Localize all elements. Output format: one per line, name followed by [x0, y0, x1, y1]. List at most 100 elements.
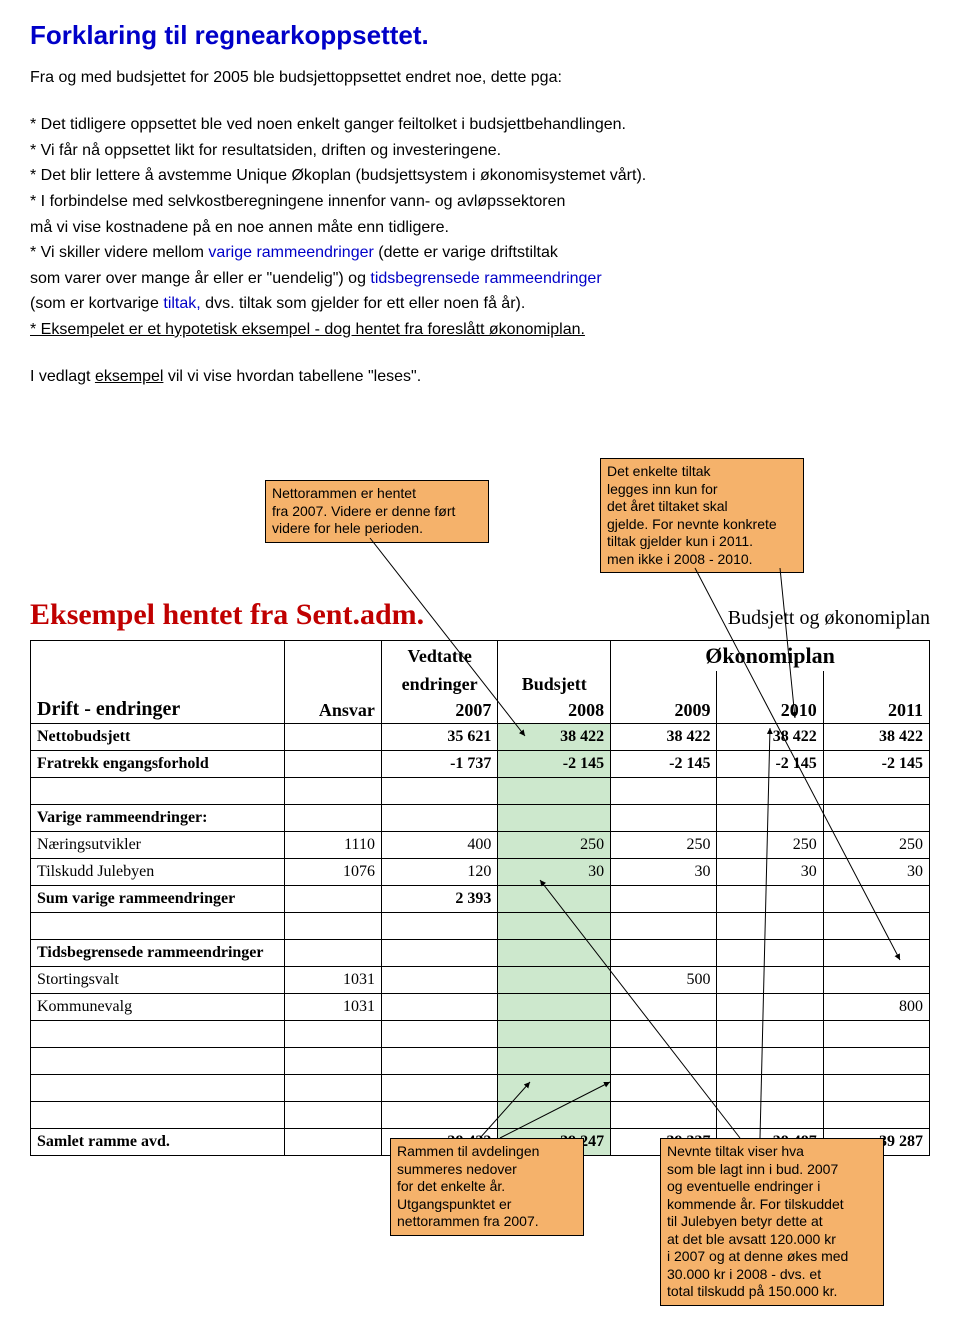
cell: 250	[717, 832, 823, 859]
text: * Vi skiller videre mellom	[30, 244, 208, 261]
cell: 250	[498, 832, 611, 859]
table-row	[31, 1102, 930, 1129]
budget-table: Drift - endringer Ansvar Vedtatte Økonom…	[30, 640, 930, 1156]
row-label: Tilskudd Julebyen	[31, 859, 285, 886]
table-row	[31, 1021, 930, 1048]
table-row	[31, 1075, 930, 1102]
note-text: Nettorammen er hentet fra 2007. Videre e…	[272, 485, 455, 536]
text: eksempel	[95, 368, 163, 385]
intro-bullet: * Vi får nå oppsettet likt for resultats…	[30, 140, 910, 162]
cell: -2 145	[498, 751, 611, 778]
note-text: Det enkelte tiltak legges inn kun for de…	[607, 463, 777, 567]
cell: 1031	[285, 967, 381, 994]
callout-note: Nettorammen er hentet fra 2007. Videre e…	[265, 480, 489, 543]
cell: 38 422	[611, 724, 717, 751]
intro-bullet: * Vi skiller videre mellom varige rammee…	[30, 242, 910, 264]
cell: 30	[611, 859, 717, 886]
note-text: Rammen til avdelingen summeres nedover f…	[397, 1143, 539, 1229]
cell: 1031	[285, 994, 381, 1021]
callout-note: Det enkelte tiltak legges inn kun for de…	[600, 458, 804, 573]
cell: 30	[498, 859, 611, 886]
section-header: Eksempel hentet fra Sent.adm. Budsjett o…	[30, 598, 930, 632]
intro-bullet: * Det blir lettere å avstemme Unique Øko…	[30, 165, 910, 187]
cell: 400	[381, 832, 497, 859]
table-header-row: Drift - endringer Ansvar Vedtatte Økonom…	[31, 641, 930, 672]
header-cell: Budsjett	[498, 671, 611, 697]
text: (som er kortvarige	[30, 295, 163, 312]
intro-bullet: må vi vise kostnadene på en noe annen må…	[30, 217, 910, 239]
cell: 250	[611, 832, 717, 859]
page-title: Forklaring til regnearkoppsettet.	[30, 20, 930, 51]
callout-note: Nevnte tiltak viser hva som ble lagt inn…	[660, 1138, 884, 1306]
header-cell: Økonomiplan	[611, 641, 930, 672]
cell: -1 737	[381, 751, 497, 778]
table-row: Tilskudd Julebyen 1076 120 30 30 30 30	[31, 859, 930, 886]
row-label: Samlet ramme avd.	[31, 1129, 285, 1156]
row-label: Stortingsvalt	[31, 967, 285, 994]
cell	[285, 724, 381, 751]
text: I vedlagt	[30, 368, 95, 385]
cell: 800	[823, 994, 929, 1021]
cell: 38 422	[823, 724, 929, 751]
table-row: Tidsbegrensede rammeendringer	[31, 940, 930, 967]
header-cell: Vedtatte	[381, 641, 497, 672]
text: vil vi vise hvordan tabellene "leses".	[163, 368, 421, 385]
header-cell: 2009	[611, 697, 717, 724]
text: (dette er varige driftstiltak	[374, 244, 558, 261]
table-row: Stortingsvalt 1031 500	[31, 967, 930, 994]
intro-line: Fra og med budsjettet for 2005 ble budsj…	[30, 67, 910, 89]
header-cell: 2007	[381, 697, 497, 724]
intro-bullet: * Eksempelet er et hypotetisk eksempel -…	[30, 319, 910, 341]
text: * Eksempelet er et hypotetisk eksempel -…	[30, 321, 585, 338]
note-text: Nevnte tiltak viser hva som ble lagt inn…	[667, 1143, 848, 1299]
text-highlight: tiltak,	[163, 295, 200, 312]
cell: -2 145	[717, 751, 823, 778]
cell: 120	[381, 859, 497, 886]
table-row: Kommunevalg 1031 800	[31, 994, 930, 1021]
row-label: Fratrekk engangsforhold	[31, 751, 285, 778]
cell: 30	[717, 859, 823, 886]
row-label: Kommunevalg	[31, 994, 285, 1021]
text: dvs. tiltak som gjelder for ett eller no…	[201, 295, 526, 312]
intro-bullet: (som er kortvarige tiltak, dvs. tiltak s…	[30, 293, 910, 315]
cell: -2 145	[823, 751, 929, 778]
row-label: Næringsutvikler	[31, 832, 285, 859]
intro-bullet: * Det tidligere oppsettet ble ved noen e…	[30, 114, 910, 136]
table-row: Varige rammeendringer:	[31, 805, 930, 832]
intro-bullet: som varer over mange år eller er "uendel…	[30, 268, 910, 290]
cell: 250	[823, 832, 929, 859]
row-label: Varige rammeendringer:	[31, 805, 285, 832]
cell: 1076	[285, 859, 381, 886]
cell: 30	[823, 859, 929, 886]
table-row: Næringsutvikler 1110 400 250 250 250 250	[31, 832, 930, 859]
cell: 500	[611, 967, 717, 994]
table-row: Nettobudsjett 35 621 38 422 38 422 38 42…	[31, 724, 930, 751]
cell: 38 422	[498, 724, 611, 751]
cell: 1110	[285, 832, 381, 859]
intro-text: Fra og med budsjettet for 2005 ble budsj…	[30, 67, 910, 388]
table-row	[31, 778, 930, 805]
section-subtitle: Budsjett og økonomiplan	[728, 607, 930, 630]
header-cell: endringer	[381, 671, 497, 697]
row-label: Sum varige rammeendringer	[31, 886, 285, 913]
cell: -2 145	[611, 751, 717, 778]
text-highlight: varige rammeendringer	[208, 244, 373, 261]
section-title: Eksempel hentet fra Sent.adm.	[30, 598, 424, 632]
header-cell: 2010	[717, 697, 823, 724]
document-page: Forklaring til regnearkoppsettet. Fra og…	[0, 0, 960, 1321]
text-highlight: tidsbegrensede rammeendringer	[370, 270, 601, 287]
table-row: Sum varige rammeendringer 2 393	[31, 886, 930, 913]
row-label: Nettobudsjett	[31, 724, 285, 751]
text: som varer over mange år eller er "uendel…	[30, 270, 370, 287]
header-cell: Ansvar	[319, 700, 375, 720]
cell: 35 621	[381, 724, 497, 751]
intro-line: I vedlagt eksempel vil vi vise hvordan t…	[30, 366, 910, 388]
row-label: Tidsbegrensede rammeendringer	[31, 940, 285, 967]
cell: 38 422	[717, 724, 823, 751]
table-row: Fratrekk engangsforhold -1 737 -2 145 -2…	[31, 751, 930, 778]
header-cell: 2008	[498, 697, 611, 724]
header-cell: Drift - endringer	[37, 698, 180, 720]
table-row	[31, 913, 930, 940]
intro-bullet: * I forbindelse med selvkostberegningene…	[30, 191, 910, 213]
header-cell: 2011	[823, 697, 929, 724]
